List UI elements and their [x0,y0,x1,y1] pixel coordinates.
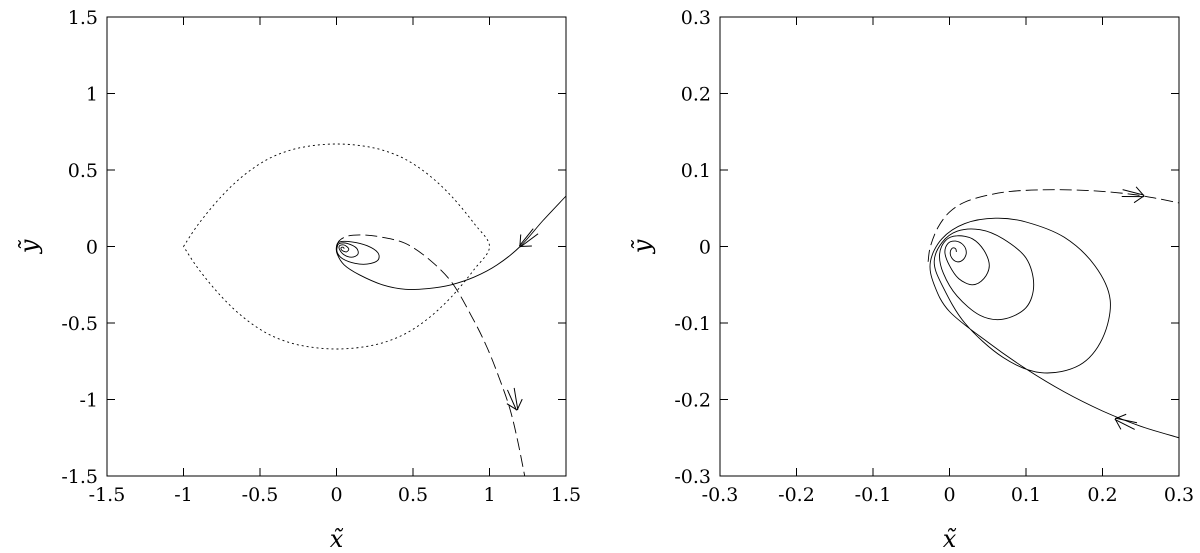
x-tick-label: 0.3 [1164,484,1194,506]
arrow-head [506,403,518,411]
x-tick-label: 0 [943,484,955,506]
x-tick-label: -0.2 [778,484,815,506]
x-tick-label: -0.5 [242,484,279,506]
arrow-shaft [520,233,539,248]
right-panel: -0.3 -0.2 -0.1 0 0.1 0.2 0.3 -0.3 -0.2 -0.1 0 0.1 0.… [628,7,1194,553]
x-tick-label: 0.2 [1087,484,1117,506]
direction-arrow [1114,413,1138,430]
y-axis-label: ỹ [628,239,656,254]
arrow-shaft [1122,189,1145,196]
x-tick-label: -0.3 [702,484,739,506]
x-tick-label: -1.5 [89,484,126,506]
direction-arrow [1121,186,1145,204]
y-tick-label: 1 [86,84,98,106]
x-tick-label: 0.1 [1011,484,1041,506]
plot-area [927,186,1179,439]
x-axis-label: x̃ [330,525,344,553]
x-axis-label: x̃ [943,525,957,553]
arrow-head [1135,186,1145,197]
arrow-head [1114,413,1127,420]
direction-arrow [518,228,539,248]
y-tick-label: 0 [86,237,98,259]
arrow-shaft [513,387,519,410]
arrow-head [1133,195,1145,204]
y-tick-label: -0.2 [674,390,711,412]
y-tick-label: -0.3 [674,466,711,488]
arrow-head [516,398,523,411]
x-tick-label: 0 [330,484,342,506]
series-dashed-line [336,234,526,476]
plot-frame [719,16,1180,477]
x-tick-label: -1 [174,484,193,506]
series-solid-line [335,195,566,291]
y-tick-label: -0.1 [674,313,711,335]
y-tick-label: 1.5 [68,7,98,29]
y-tick-label: 0.1 [681,160,711,182]
direction-arrow [506,387,523,411]
series-dotted-line [183,143,490,350]
arrow-shaft [507,389,517,411]
y-tick-label: -1.5 [61,466,98,488]
y-tick-label: -0.5 [61,313,98,335]
x-tick-label: 1.5 [551,484,581,506]
series-solid-line [929,217,1179,439]
plot-area [183,143,566,476]
y-tick-label: 0 [699,237,711,259]
x-tick-label: -0.1 [855,484,892,506]
arrow-head [519,245,532,247]
arrow-shaft [518,228,534,247]
y-axis-label: ỹ [15,239,43,254]
series-dashed-line [927,189,1179,262]
y-tick-label: -1 [79,390,98,412]
arrow-shaft [1115,417,1138,424]
x-tick-label: 0.5 [398,484,428,506]
left-panel: -1.5 -1 -0.5 0 0.5 1 1.5 -1.5 -1 -0.5 0 0.5 1 1.5 x̃ ỹ [15,7,581,553]
x-tick-label: 1 [483,484,495,506]
y-tick-label: 0.2 [681,84,711,106]
arrow-shaft [1114,419,1135,430]
arrow-head [519,234,522,247]
y-tick-label: 0.5 [68,160,98,182]
arrow-head [1114,418,1122,430]
y-tick-label: 0.3 [681,7,711,29]
